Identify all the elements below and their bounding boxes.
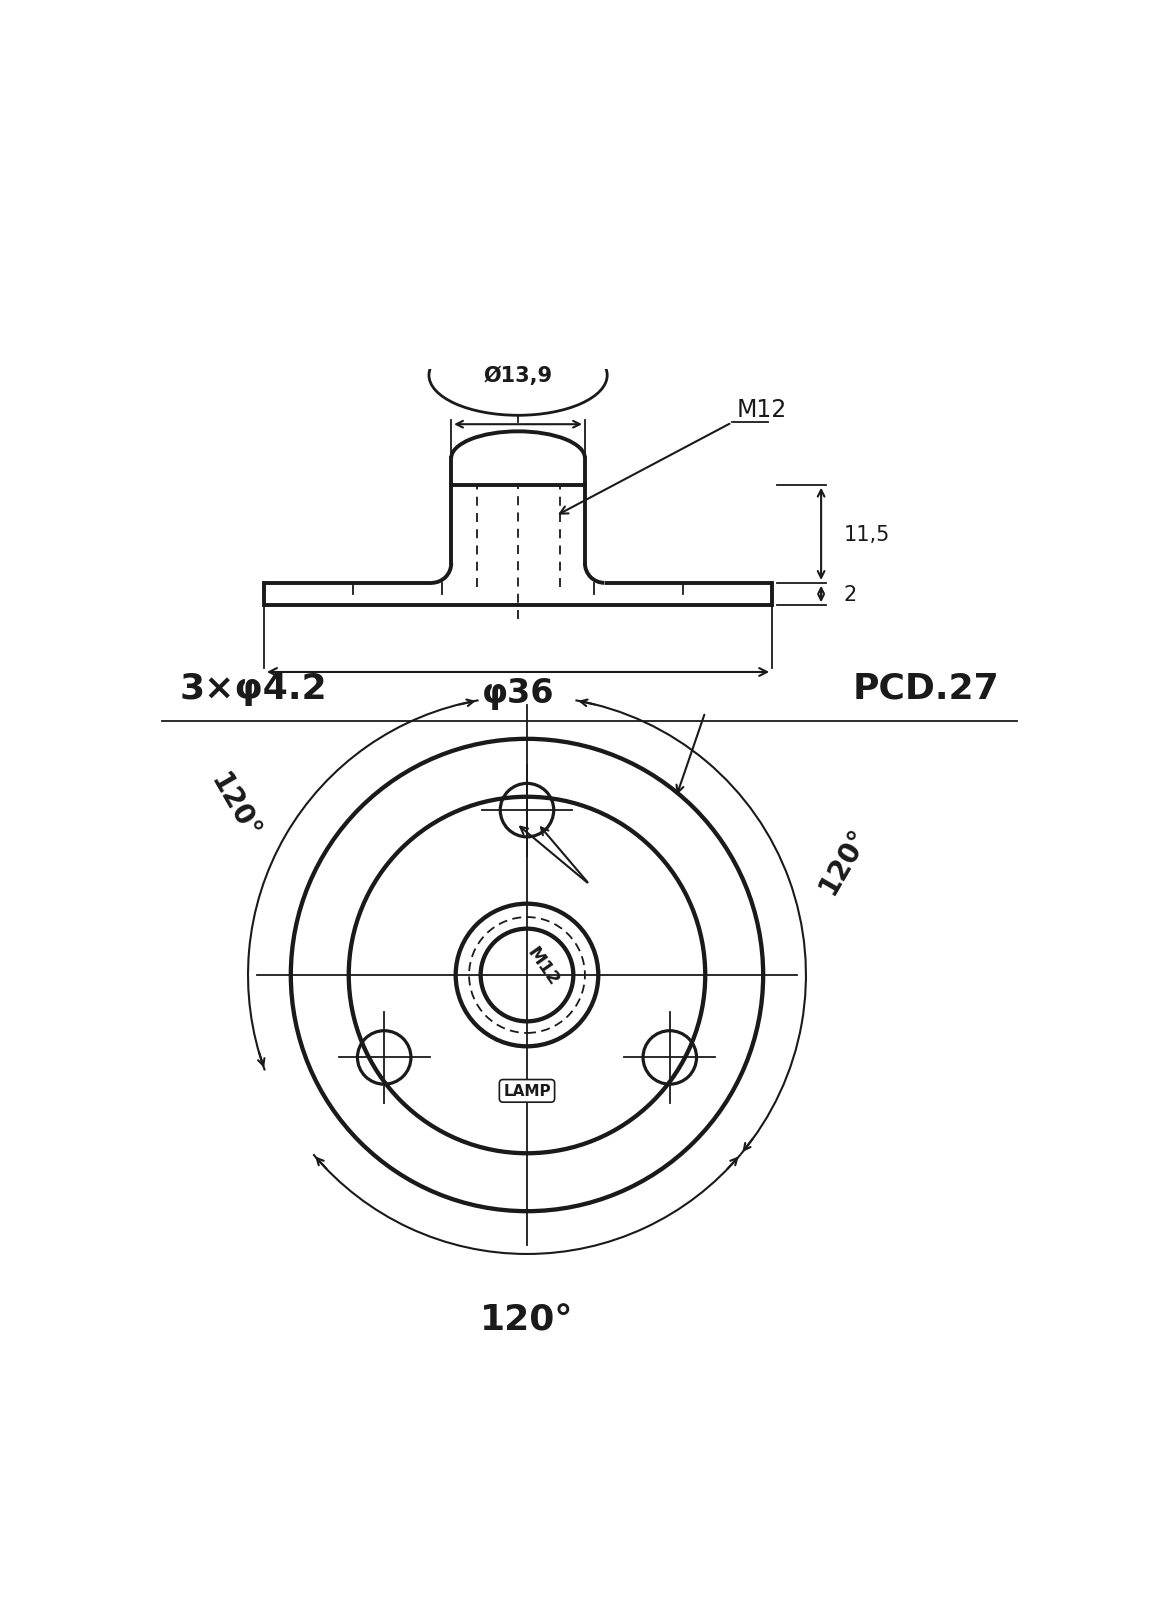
- Text: 3×φ4.2: 3×φ4.2: [179, 671, 327, 705]
- Text: 11,5: 11,5: [843, 525, 890, 544]
- Text: φ36: φ36: [482, 676, 554, 710]
- Text: M12: M12: [736, 397, 787, 421]
- Ellipse shape: [429, 336, 607, 416]
- Text: PCD.27: PCD.27: [852, 671, 999, 705]
- Text: 120°: 120°: [205, 768, 266, 846]
- Text: 120°: 120°: [481, 1302, 574, 1336]
- Text: M12: M12: [523, 944, 562, 989]
- Text: 2: 2: [843, 584, 857, 605]
- Text: Ø13,9: Ø13,9: [483, 366, 553, 386]
- Text: LAMP: LAMP: [504, 1083, 551, 1099]
- Text: 120°: 120°: [813, 822, 874, 899]
